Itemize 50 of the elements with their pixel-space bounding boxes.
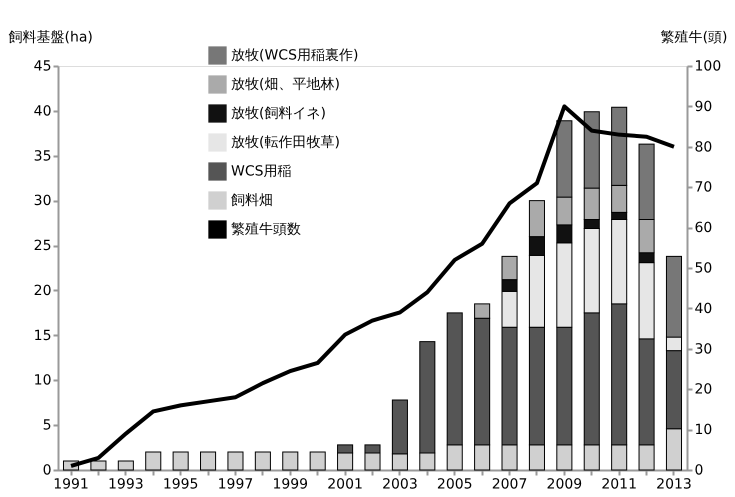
y-tick-label: 5 xyxy=(42,418,52,434)
bar xyxy=(172,452,189,470)
y2-tick-label: 100 xyxy=(694,58,722,74)
y-tick-label: 15 xyxy=(34,328,52,344)
y-tick-label: 10 xyxy=(34,372,52,389)
y2-tick-label: 80 xyxy=(694,139,712,156)
y2-axis-title: 繁殖牛(頭) xyxy=(660,30,728,46)
legend-label: 放牧(飼料イネ) xyxy=(231,106,326,122)
x-tick-label: 2009 xyxy=(546,476,582,492)
bar xyxy=(118,460,134,470)
bar xyxy=(145,452,162,470)
x-tick-label: 1997 xyxy=(218,476,254,492)
legend-label: 放牧(畑、平地林) xyxy=(231,76,340,92)
bar xyxy=(310,452,326,470)
legend-label: 放牧(WCS用稲裏作) xyxy=(231,48,358,64)
x-tick-label: 2005 xyxy=(436,476,473,492)
x-tick-label: 2013 xyxy=(656,476,692,492)
x-tick-label: 1995 xyxy=(162,476,198,492)
x-tick-label: 1999 xyxy=(272,476,308,492)
legend-label: 繁殖牛頭数 xyxy=(231,222,301,238)
bar xyxy=(227,452,244,470)
legend-label: 飼料畑 xyxy=(231,192,273,208)
x-tick-label: 2001 xyxy=(327,476,363,492)
legend-label: WCS用稲 xyxy=(231,164,292,180)
y2-tick-label: 0 xyxy=(694,462,704,478)
x-tick-label: 1993 xyxy=(108,476,144,492)
legend-label: 放牧(転作田牧草) xyxy=(231,134,340,150)
x-tick-label: 2011 xyxy=(601,476,637,492)
bar xyxy=(200,452,216,470)
y-tick-label: 20 xyxy=(34,282,52,299)
y-tick-label: 35 xyxy=(34,148,52,164)
y-axis-title: 飼料基盤(ha) xyxy=(8,30,93,46)
y2-tick-label: 40 xyxy=(694,300,712,317)
y-tick-label: 45 xyxy=(34,58,52,74)
y2-tick-label: 90 xyxy=(694,98,712,115)
bar xyxy=(282,452,298,470)
y2-tick-label: 20 xyxy=(694,382,712,398)
x-tick-label: 2007 xyxy=(492,476,528,492)
y-tick-label: 0 xyxy=(42,462,52,478)
y2-tick-label: 10 xyxy=(694,422,712,438)
y-tick-label: 25 xyxy=(34,238,52,254)
bar xyxy=(254,452,271,470)
y2-tick-label: 60 xyxy=(694,220,712,236)
x-tick-label: 2003 xyxy=(382,476,418,492)
y-tick-label: 40 xyxy=(34,103,52,120)
y2-tick-label: 50 xyxy=(694,260,712,276)
y-tick-label: 30 xyxy=(34,193,52,210)
x-tick-label: 1991 xyxy=(53,476,89,492)
y2-tick-label: 70 xyxy=(694,180,712,196)
y2-tick-label: 30 xyxy=(694,341,712,358)
